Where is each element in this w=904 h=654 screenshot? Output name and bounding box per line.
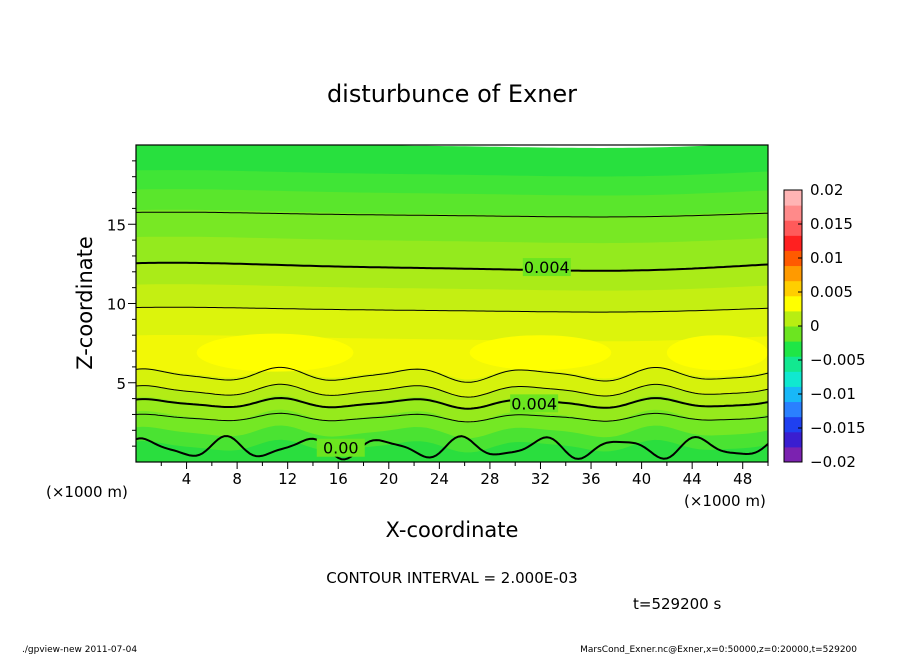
colorbar-tick-label: 0.005 — [810, 283, 853, 301]
colorbar-swatch — [784, 431, 802, 448]
colorbar-tick-label: −0.01 — [810, 385, 856, 403]
colorbar-tick-label: −0.005 — [810, 351, 866, 369]
x-tick-label: 48 — [733, 470, 752, 488]
colorbar-tick-label: −0.02 — [810, 453, 856, 471]
colorbar-swatch — [784, 401, 802, 418]
colorbar-swatch — [784, 220, 802, 236]
x-axis: 4 8 12 16 20 24 28 32 36 40 44 48 — [160, 462, 769, 488]
x-tick-label: 4 — [182, 470, 192, 488]
colorbar-swatch — [784, 205, 802, 221]
x-tick-label: 28 — [480, 470, 499, 488]
colorbar-swatch — [784, 235, 802, 251]
time-label: t=529200 s — [633, 595, 721, 613]
high-value-region — [666, 335, 768, 371]
colorbar-tick-label: 0.015 — [810, 215, 853, 233]
contour-interval: CONTOUR INTERVAL = 2.000E-03 — [326, 569, 577, 587]
colorbar-tick-label: −0.015 — [810, 419, 866, 437]
colorbar-swatch — [784, 386, 802, 403]
contour-line — [136, 412, 768, 423]
contour-label-bg — [316, 438, 365, 457]
contour-line — [136, 366, 768, 383]
y-axis: 5 10 15 — [107, 160, 136, 447]
footer-right: MarsCond_Exner.nc@Exner,x=0:50000,z=0:20… — [580, 645, 857, 654]
y-tick-label: 15 — [107, 216, 126, 234]
colorbar: 0.02 0.015 0.01 0.005 0 −0.005 −0.01 −0.015 −0.0… — [783, 181, 866, 471]
x-axis-label: X-coordinate — [386, 518, 519, 542]
colorbar-swatch — [784, 356, 802, 372]
colorbar-swatch — [784, 326, 802, 342]
colorbar-swatch — [784, 446, 802, 463]
colorbar-swatch — [784, 280, 802, 297]
colorbar-tick-label: 0 — [810, 317, 820, 335]
contour-line — [136, 435, 768, 461]
x-tick-label: 20 — [379, 470, 398, 488]
colorbar-swatch — [784, 250, 802, 267]
contour-line — [136, 383, 768, 398]
x-tick-label: 44 — [683, 470, 702, 488]
colorbar-tick-label: 0.01 — [810, 249, 843, 267]
colorbar-swatch — [784, 295, 802, 312]
y-axis-label: Z-coordinate — [73, 236, 97, 370]
contour-line — [136, 261, 768, 272]
colorbar-tick-label: 0.02 — [810, 181, 843, 199]
contour-label: 0.00 — [323, 439, 359, 458]
x-tick-label: 16 — [329, 470, 348, 488]
colorbar-swatch — [784, 310, 802, 327]
colorbar-swatch — [784, 371, 802, 387]
contour-line — [136, 306, 768, 313]
x-unit-left: (×1000 m) — [46, 483, 128, 501]
plot-area: 0.004 0.004 0.00 — [135, 144, 769, 463]
colorbar-swatch — [784, 265, 802, 282]
contour-label-bg — [510, 394, 559, 413]
chart-title: disturbunce of Exner — [327, 80, 577, 108]
y-tick-label: 10 — [107, 296, 126, 314]
high-value-region — [196, 333, 354, 372]
high-value-region — [469, 335, 612, 371]
contour-label: 0.004 — [511, 394, 557, 413]
colorbar-swatch — [784, 190, 802, 206]
x-tick-label: 8 — [232, 470, 242, 488]
colorbar-swatch — [784, 341, 802, 357]
contour-label-bg — [522, 258, 571, 277]
x-unit-right: (×1000 m) — [684, 492, 766, 510]
x-tick-label: 36 — [581, 470, 600, 488]
x-tick-label: 12 — [278, 470, 297, 488]
x-tick-label: 40 — [632, 470, 651, 488]
x-tick-label: 24 — [430, 470, 449, 488]
contour-line — [136, 396, 768, 410]
contour-line — [136, 211, 768, 218]
footer-left: ./gpview-new 2011-07-04 — [22, 645, 137, 654]
x-tick-label: 32 — [531, 470, 550, 488]
contour-label: 0.004 — [524, 258, 570, 277]
y-tick-label: 5 — [116, 375, 126, 393]
colorbar-swatch — [784, 416, 802, 433]
